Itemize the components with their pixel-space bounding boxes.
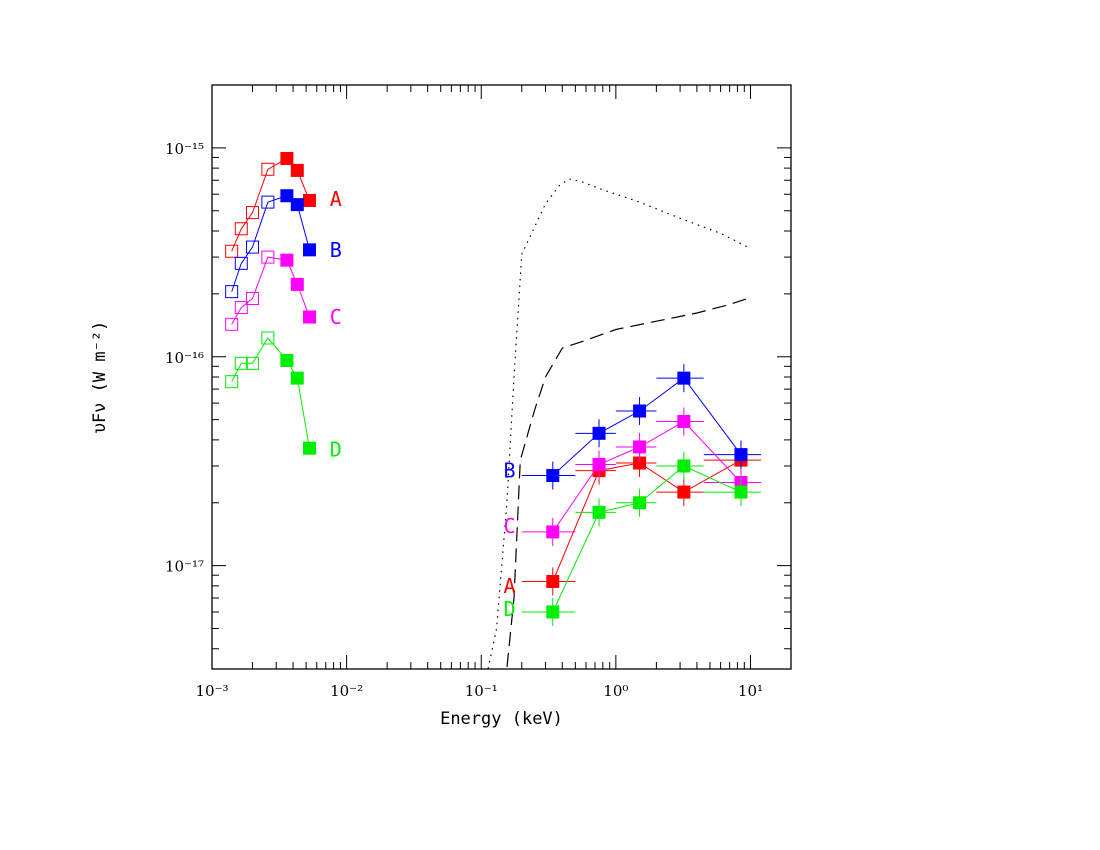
optical-point-open [234,222,248,236]
model-curve-dotted [487,178,751,669]
series-label-optical: D [330,437,342,461]
xray-line [552,459,742,582]
optical-point-open [246,240,260,254]
optical-point-open [234,356,248,370]
optical-point-filled [303,441,317,455]
series-C: CC [225,250,762,546]
xray-point [677,371,691,385]
xray-point [546,574,560,588]
series-label-optical: A [330,187,342,211]
optical-point-filled [290,277,304,291]
optical-point-open [261,331,275,345]
series-D: DD [225,331,762,626]
optical-point-filled [290,198,304,212]
xray-point [677,459,691,473]
optical-point-filled [280,189,294,203]
optical-point-open [246,206,260,220]
optical-point-open [225,317,239,331]
xray-line [552,377,742,476]
optical-point-open [261,250,275,264]
model-curve-dashed [506,297,751,669]
optical-point-filled [303,310,317,324]
series-label-xray: A [504,574,516,598]
model-curves [487,178,751,669]
xray-point [592,505,606,519]
optical-point-open [225,244,239,258]
x-tick-label: 10¹ [738,682,763,700]
x-tick-label: 10⁰ [603,682,628,700]
xray-point [546,469,560,483]
optical-point-open [246,292,260,306]
xray-point [677,414,691,428]
series-label-xray: D [504,597,516,621]
x-axis-label: Energy (keV) [440,709,563,729]
y-axis-label: υFν (W m⁻²) [90,321,110,434]
optical-point-open [246,356,260,370]
optical-line [231,337,310,449]
optical-point-filled [290,163,304,177]
optical-point-filled [280,253,294,267]
x-tick-label: 10⁻¹ [465,682,498,700]
optical-point-filled [303,243,317,257]
xray-point [546,605,560,619]
xray-point [592,457,606,471]
optical-point-open [261,195,275,209]
optical-point-open [234,256,248,270]
xray-point [677,485,691,499]
optical-point-open [234,301,248,315]
xray-line [552,420,742,533]
series-label-optical: C [330,305,342,329]
y-tick-label: 10⁻¹⁵ [165,140,204,158]
x-tick-label: 10⁻³ [195,682,228,700]
optical-point-filled [290,371,304,385]
axis-tick-labels: 10⁻³ 10⁻² 10⁻¹ 10⁰ 10¹ 10⁻¹⁷ 10⁻¹⁶ 10⁻¹⁵ [165,140,763,700]
optical-point-open [261,162,275,176]
optical-point-filled [280,151,294,165]
xray-point [546,525,560,539]
series-label-optical: B [330,238,342,262]
optical-point-open [225,285,239,299]
axis-ticks [211,84,792,669]
xray-point [633,440,647,454]
xray-point [633,496,647,510]
y-tick-label: 10⁻¹⁷ [165,558,204,576]
xray-line [552,465,742,613]
x-tick-label: 10⁻² [330,682,363,700]
optical-point-filled [303,193,317,207]
xray-point [734,448,748,462]
optical-point-open [225,375,239,389]
xray-point [734,485,748,499]
series-B: BB [225,189,762,490]
xray-point [633,404,647,418]
xray-point [592,426,606,440]
series-label-xray: B [504,459,516,483]
y-tick-label: 10⁻¹⁶ [165,349,204,367]
optical-point-filled [280,353,294,367]
series-label-xray: C [504,514,516,538]
